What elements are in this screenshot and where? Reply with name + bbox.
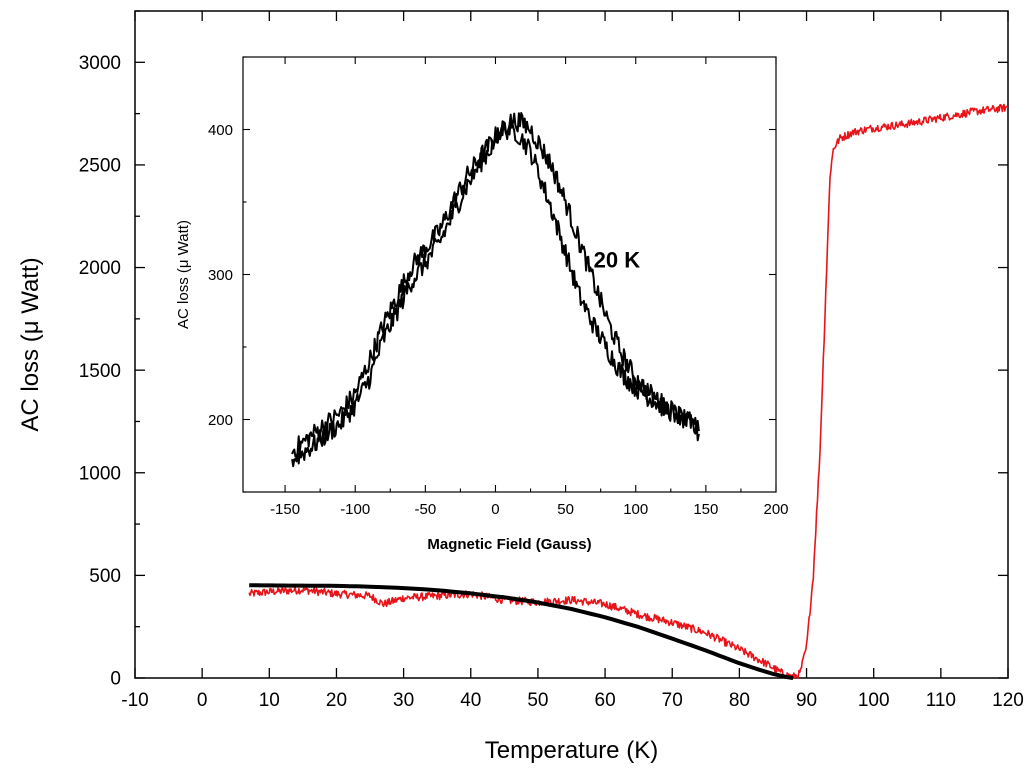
- main-x-tick-label: 60: [595, 690, 616, 711]
- main-y-tick-label: 2000: [79, 258, 121, 279]
- main-x-tick-label: 90: [796, 690, 817, 711]
- inset-chart: -150 -100 -50 0 50 100 150 200 200 300 400 Magnetic…: [175, 56, 789, 553]
- inset-x-axis-title: Magnetic Field (Gauss): [427, 536, 591, 553]
- inset-x-tick-label: -100: [340, 501, 370, 518]
- inset-y-axis-title: AC loss (μ Watt): [175, 220, 192, 329]
- main-x-tick-label: 10: [259, 690, 280, 711]
- main-x-tick-label: 80: [729, 690, 750, 711]
- main-x-tick-label: 40: [460, 690, 481, 711]
- inset-series-1-line: [291, 112, 700, 468]
- main-y-tick-label: 0: [110, 669, 121, 690]
- main-y-tick-label: 3000: [79, 53, 121, 74]
- inset-x-tick-label: 200: [763, 501, 788, 518]
- main-x-tick-label: 120: [992, 690, 1024, 711]
- main-x-tick-label: 0: [197, 690, 208, 711]
- main-x-tick-label: 50: [527, 690, 548, 711]
- main-y-tick-label: 500: [89, 566, 121, 587]
- main-series-1-line: [249, 583, 794, 680]
- inset-x-tick-label: 150: [693, 501, 718, 518]
- main-x-tick-label: -10: [121, 690, 148, 711]
- main-y-axis-title: AC loss (μ Watt): [17, 257, 44, 431]
- inset-y-tick-label: 200: [208, 412, 233, 429]
- inset-x-tick-label: 100: [623, 501, 648, 518]
- inset-annotation-label: 20 K: [594, 247, 641, 272]
- main-y-tick-label: 1500: [79, 361, 121, 382]
- main-x-axis-title: Temperature (K): [485, 737, 658, 764]
- main-series-0-line: [248, 103, 1009, 679]
- main-x-tick-label: 20: [326, 690, 347, 711]
- main-y-tick-label: 1000: [79, 463, 121, 484]
- inset-x-tick-label: 50: [557, 501, 574, 518]
- main-x-tick-label: 30: [393, 690, 414, 711]
- main-y-tick-label: 2500: [79, 156, 121, 177]
- main-x-tick-label: 100: [858, 690, 890, 711]
- inset-x-tick-label: 0: [491, 501, 499, 518]
- inset-y-tick-label: 400: [208, 122, 233, 139]
- inset-x-tick-label: -50: [414, 501, 436, 518]
- main-x-tick-label: 70: [662, 690, 683, 711]
- inset-x-tick-label: -150: [270, 501, 300, 518]
- inset-y-tick-label: 300: [208, 267, 233, 284]
- main-x-tick-label: 110: [926, 690, 956, 711]
